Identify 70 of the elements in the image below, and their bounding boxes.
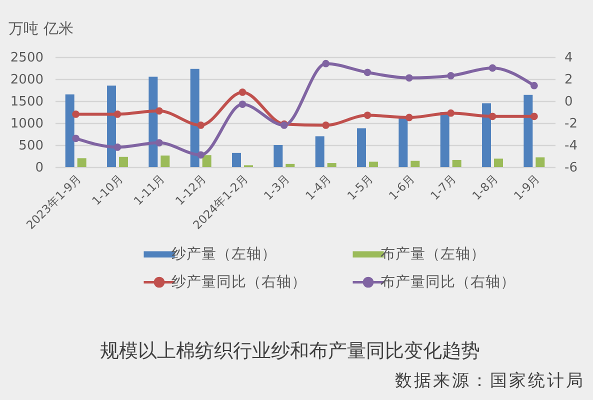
legend-label: 布产量同比（右轴） [380, 273, 516, 290]
y2-tick-label: 2 [564, 72, 573, 88]
y-tick-label: 2000 [10, 72, 44, 88]
bar [369, 162, 378, 167]
bar [119, 156, 128, 167]
x-tick-label: 1-9月 [510, 171, 543, 203]
point [405, 114, 413, 122]
bar [494, 158, 503, 167]
bar [77, 158, 86, 167]
bar [398, 118, 408, 167]
x-tick-label: 1-8月 [469, 171, 501, 203]
bar [190, 68, 200, 167]
bar [327, 163, 336, 167]
point [447, 72, 455, 80]
bar [536, 157, 545, 167]
x-tick-label: 1-7月 [428, 171, 460, 203]
legend-label: 纱产量同比（右轴） [172, 273, 306, 290]
point [155, 139, 163, 146]
x-tick-label: 1-6月 [386, 171, 418, 203]
y2-tick-label: 4 [564, 50, 573, 66]
point [72, 110, 80, 118]
y-tick-label: 1000 [10, 116, 44, 132]
y-tick-label: 500 [18, 138, 44, 154]
point [364, 112, 372, 119]
point [322, 122, 330, 129]
y-tick-label: 1500 [10, 94, 44, 110]
bar [148, 76, 158, 167]
bar [440, 112, 450, 167]
y-tick-label: 2500 [10, 50, 44, 66]
bar [202, 155, 212, 167]
bar [160, 156, 170, 167]
point [530, 112, 538, 120]
point [488, 112, 496, 120]
legend-label: 布产量（左轴） [380, 245, 486, 262]
point [405, 74, 413, 82]
point [488, 64, 496, 72]
text: 规模以上棉纺织行业纱和布产量同比变化趋势 [100, 340, 480, 362]
y2-tick-label: -4 [564, 138, 578, 154]
source-note: 数据来源：国家统计局 [395, 370, 585, 392]
point [238, 100, 246, 108]
point [238, 88, 246, 96]
x-tick-label: 1-5月 [344, 171, 376, 203]
bar [452, 160, 462, 167]
point [114, 144, 122, 151]
point [72, 134, 80, 142]
point [364, 68, 372, 76]
x-tick-label: 1-3月 [260, 171, 293, 203]
point [530, 82, 538, 90]
bar [357, 128, 366, 167]
bar [482, 103, 491, 167]
y2-tick-label: -6 [564, 160, 578, 176]
point [322, 60, 330, 68]
point [155, 107, 163, 115]
x-tick-label: 1-4月 [302, 171, 334, 203]
bar [286, 164, 295, 167]
point [197, 151, 205, 159]
bar [315, 136, 324, 167]
y-tick-label: 0 [35, 160, 44, 176]
y-axis-title: 万吨 亿米 [8, 20, 74, 38]
bar [232, 152, 241, 167]
bar [524, 94, 533, 167]
y2-tick-label: -2 [564, 116, 578, 132]
point [197, 122, 205, 129]
point [114, 110, 122, 118]
point [447, 109, 455, 117]
bar [274, 145, 283, 167]
bar [410, 160, 420, 167]
legend-label: 纱产量（左轴） [172, 245, 276, 262]
y2-tick-label: 0 [564, 94, 573, 110]
bar [65, 94, 74, 167]
